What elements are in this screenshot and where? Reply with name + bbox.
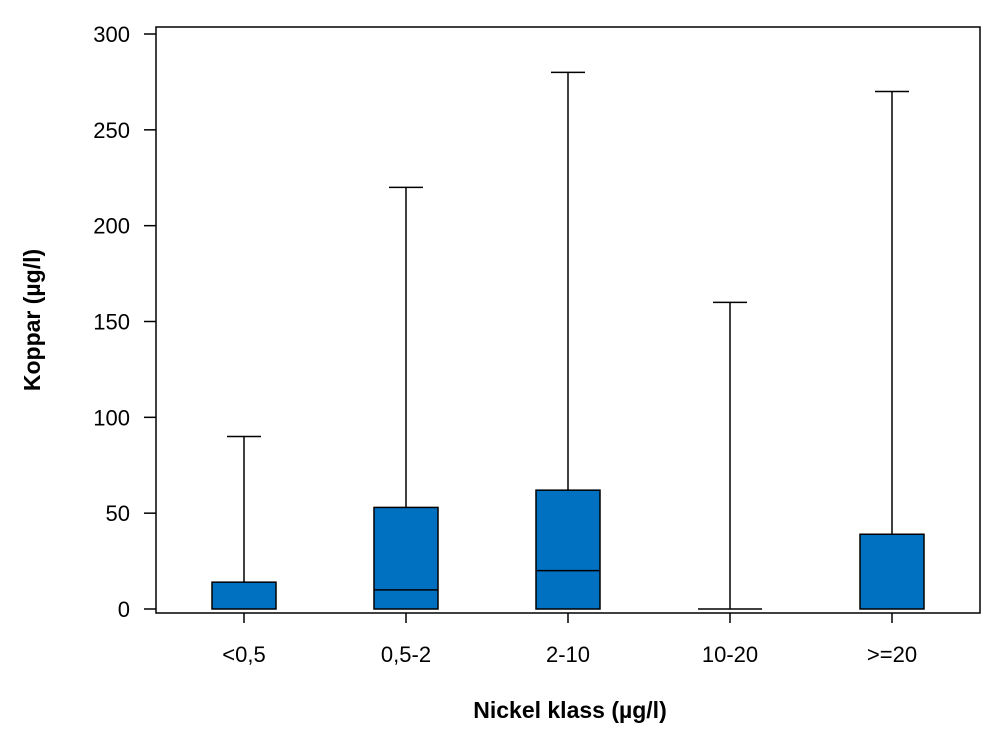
box-group [698, 301, 762, 610]
box-group [211, 435, 277, 610]
x-tick-label: 2-10 [546, 642, 590, 667]
box-group [859, 90, 925, 610]
iqr-box [211, 581, 277, 610]
y-tick-label: 0 [118, 597, 130, 622]
iqr-box [373, 506, 439, 610]
y-tick-label: 50 [106, 501, 130, 526]
y-tick-label: 200 [93, 214, 130, 239]
y-tick-label: 300 [93, 22, 130, 47]
x-tick-label: <0,5 [222, 642, 265, 667]
x-tick-label: 0,5-2 [381, 642, 431, 667]
x-axis: <0,5 0,5-2 2-10 10-20 >=20 [222, 613, 917, 667]
y-tick-label: 250 [93, 118, 130, 143]
x-axis-title: Nickel klass (µg/l) [473, 697, 667, 723]
iqr-box [859, 533, 925, 610]
y-axis: 0 50 100 150 200 250 300 [93, 22, 156, 622]
x-tick-label: >=20 [867, 642, 917, 667]
iqr-box [535, 489, 601, 610]
x-tick-label: 10-20 [702, 642, 758, 667]
y-tick-label: 150 [93, 310, 130, 335]
box-series [211, 71, 925, 610]
y-tick-label: 100 [93, 405, 130, 430]
box-group [373, 186, 439, 610]
box-group [535, 71, 601, 610]
y-axis-title: Koppar (µg/l) [19, 249, 45, 391]
